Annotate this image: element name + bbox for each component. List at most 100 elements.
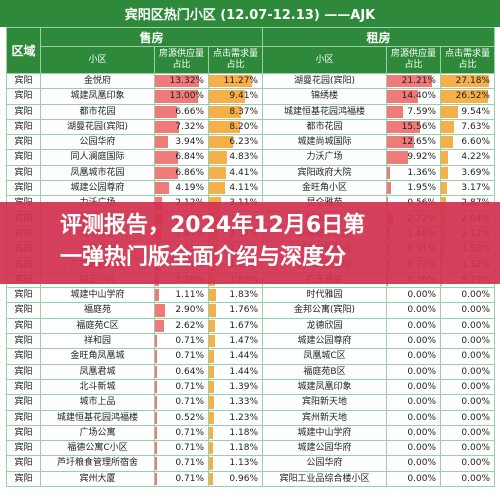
cell-text: 公园华府 xyxy=(306,458,343,469)
cell-text: 城建公园华府 xyxy=(297,443,352,454)
value-bar xyxy=(155,365,158,378)
cell-text: 城建凤凰印象 xyxy=(70,91,125,102)
sale-supply-cell: 0.71% xyxy=(154,440,209,457)
rent-demand-cell: 9.54% xyxy=(440,103,495,120)
table-row: 宾阳 凤凰城市花园 6.86% 4.41% 宾阳政府大院 1.36% 3.69% xyxy=(6,164,495,182)
sale-demand-cell: 1.76% xyxy=(208,302,263,319)
region-cell: 宾阳 xyxy=(6,409,41,426)
value-bar xyxy=(441,182,447,195)
region-cell: 宾阳 xyxy=(6,164,41,182)
value-bar xyxy=(155,335,158,348)
rent-community-cell: 金旺角小区 xyxy=(262,180,387,197)
sale-community-cell: 福德公寓C小区 xyxy=(40,440,155,457)
sale-supply-cell: 6.66% xyxy=(154,103,209,120)
region-cell: 宾阳 xyxy=(6,455,41,472)
rent-community-cell: 城建恒基花园鸿福楼 xyxy=(262,103,387,120)
cell-text: 26.52% xyxy=(455,91,490,102)
sale-supply-cell: 4.19% xyxy=(154,180,209,197)
cell-text: 1.13% xyxy=(229,458,258,469)
sale-community-cell: 祥和园 xyxy=(40,333,155,350)
cell-text: 6.86% xyxy=(175,167,204,178)
rent-supply-cell: 0.00% xyxy=(386,363,441,380)
cell-text: 0.71% xyxy=(175,336,204,347)
rent-supply-cell: 0.00% xyxy=(386,424,441,442)
cell-text: 6.84% xyxy=(175,152,204,163)
cell-text: 0.00% xyxy=(461,320,490,331)
rent-supply-cell: 0.00% xyxy=(386,455,441,472)
sale-supply-cell: 0.71% xyxy=(154,394,209,411)
sale-supply-cell: 0.71% xyxy=(154,424,209,442)
sale-community-cell: 凤凰君城 xyxy=(40,363,155,380)
cell-text: 都市花园 xyxy=(79,106,116,117)
region-cell: 宾阳 xyxy=(6,378,41,396)
cell-text: 2.90% xyxy=(175,305,204,316)
watermark-banner: 评测报告，2024年12月6日第 一弹热门版全面介绍与深度分 xyxy=(0,202,500,284)
cell-text: 0.71% xyxy=(175,473,204,484)
rent-demand-cell: 0.00% xyxy=(440,470,495,488)
cell-text: 1.18% xyxy=(229,427,258,438)
value-bar xyxy=(209,335,215,348)
cell-text: 城建恒基花园鸿福楼 xyxy=(56,412,138,423)
cell-text: 0.00% xyxy=(461,427,490,438)
cell-text: 0.00% xyxy=(461,397,490,408)
cell-text: 0.71% xyxy=(175,443,204,454)
sale-community-cell: 湖曼花园(宾阳) xyxy=(40,118,155,136)
rent-demand-cell: 3.17% xyxy=(440,180,495,197)
sale-demand-cell: 1.18% xyxy=(208,424,263,442)
rent-demand-cell: 3.69% xyxy=(440,164,495,182)
sale-supply-cell: 0.71% xyxy=(154,348,209,365)
sale-supply-cell: 3.94% xyxy=(154,134,209,151)
region-cell: 宾阳 xyxy=(6,72,41,90)
sale-community-cell: 城建中山学府 xyxy=(40,287,155,304)
sale-demand-cell: 1.83% xyxy=(208,287,263,304)
rent-supply-cell: 15.56% xyxy=(386,118,441,136)
value-bar xyxy=(209,442,214,455)
value-bar xyxy=(209,365,215,378)
cell-text: 金旺角凤凰城 xyxy=(70,351,125,362)
value-bar xyxy=(441,136,453,149)
region-cell: 宾阳 xyxy=(6,317,41,335)
cell-text: 城建中山学府 xyxy=(297,427,352,438)
value-bar xyxy=(155,289,159,302)
rent-community-cell: 凤凰城C区 xyxy=(262,348,387,365)
sale-community-cell: 凤凰城市花园 xyxy=(40,164,155,182)
cell-text: 福德公寓C小区 xyxy=(67,443,128,454)
table-row: 宾阳 城建凤凰印象 13.00% 9.41% 锦绣楼 14.40% 26.52% xyxy=(6,88,495,105)
cell-text: 宾阳 xyxy=(14,397,33,408)
cell-text: 凤凰君城 xyxy=(79,366,116,377)
sale-demand-cell: 11.27% xyxy=(208,72,263,90)
sale-supply-cell: 6.86% xyxy=(154,164,209,182)
cell-text: 0.00% xyxy=(461,443,490,454)
table-row: 宾阳 湖曼花园(宾阳) 7.32% 8.20% 都市花园 15.56% 7.63% xyxy=(6,118,495,136)
cell-text: 同人澜庭国际 xyxy=(70,152,125,163)
rent-community-cell: 公园华府 xyxy=(262,455,387,472)
cell-text: 0.00% xyxy=(461,458,490,469)
cell-text: 宾阳 xyxy=(14,106,33,117)
sale-community-cell: 都市花园 xyxy=(40,103,155,120)
cell-text: 宾州大厦 xyxy=(79,473,116,484)
cell-text: 4.83% xyxy=(229,152,258,163)
cell-text: 金邦公寓(宾阳) xyxy=(293,305,356,316)
cell-text: 公园华府 xyxy=(79,137,116,148)
cell-text: 9.41% xyxy=(229,91,258,102)
sale-demand-cell: 4.11% xyxy=(208,180,263,197)
sale-group-header: 售房 xyxy=(40,27,263,47)
value-bar xyxy=(209,457,214,470)
sale-supply-cell: 13.00% xyxy=(154,88,209,105)
cell-text: 21.21% xyxy=(401,76,436,86)
cell-text: 1.18% xyxy=(229,443,258,454)
value-bar xyxy=(155,350,158,363)
cell-text: 1.76% xyxy=(229,305,258,316)
value-bar xyxy=(387,105,404,118)
cell-text: 北斗新城 xyxy=(79,381,116,392)
table-row: 宾阳 城建公园尊府 4.19% 4.11% 金旺角小区 1.95% 3.17% xyxy=(6,180,495,197)
region-cell: 宾阳 xyxy=(6,394,41,411)
cell-text: 都市花园 xyxy=(306,121,343,132)
cell-text: 4.22% xyxy=(461,152,490,163)
cell-text: 3.94% xyxy=(175,137,204,148)
rent-demand-cell: 0.00% xyxy=(440,409,495,426)
sale-community-cell: 公园华府 xyxy=(40,134,155,151)
table-row: 宾阳 福庭苑 2.90% 1.76% 金邦公寓(宾阳) 0.00% 0.00% xyxy=(6,302,495,319)
cell-text: 6.60% xyxy=(461,137,490,148)
report-title: 宾阳区热门小区 (12.07-12.13) ——AJK xyxy=(0,0,500,27)
